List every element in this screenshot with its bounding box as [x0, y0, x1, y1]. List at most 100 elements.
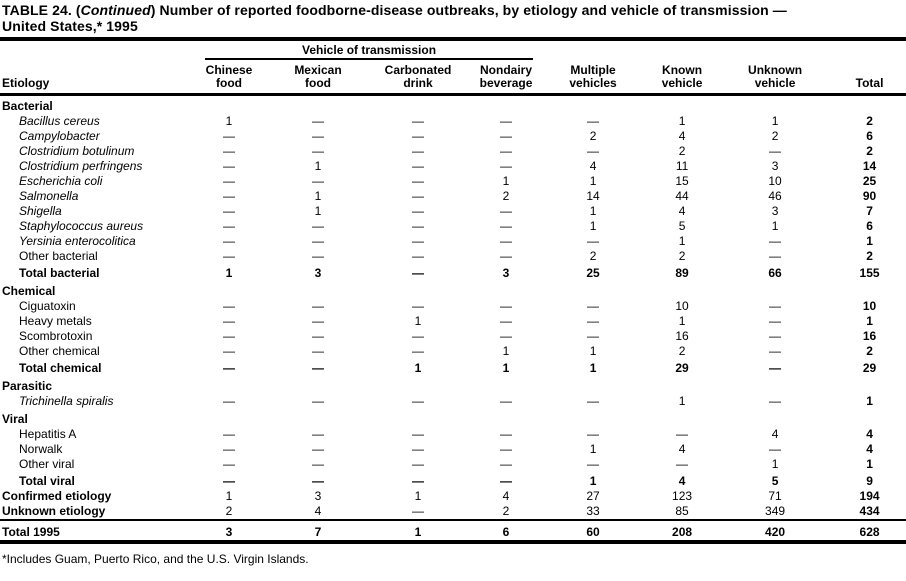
value-cell: —: [223, 129, 235, 143]
row-label: Staphylococcus aureus: [19, 219, 144, 233]
value-cell: —: [412, 504, 424, 518]
value-cell: [539, 409, 647, 427]
value-cell: 2: [502, 189, 510, 203]
value-cell: —: [587, 314, 600, 328]
value-cell: —: [587, 144, 600, 158]
value-cell: —: [312, 144, 324, 158]
table-row: Salmonella — 1 — 2 14 44 46 90: [0, 189, 906, 204]
table-row: Total 1995 3 7 1 6 60 208 420 628: [0, 519, 906, 540]
value-cell: —: [223, 442, 235, 456]
value-cell: [717, 281, 833, 299]
table-row: Unknown etiology 2 4 — 2 33 85 349 434: [0, 504, 906, 520]
table-row: Campylobacter — — — — 2 4 2 6: [0, 129, 906, 144]
value-cell: 1: [589, 474, 597, 488]
section-row: Bacterial: [0, 95, 906, 115]
value-cell: —: [223, 329, 235, 343]
value-cell: [473, 409, 539, 427]
table-row: Clostridium botulinum — — — — — 2 — 2: [0, 144, 906, 159]
total-cell: 7: [866, 204, 873, 218]
value-cell: —: [223, 189, 235, 203]
value-cell: —: [412, 144, 424, 158]
value-cell: —: [223, 234, 235, 248]
value-cell: [185, 95, 273, 115]
row-label: Unknown etiology: [2, 504, 106, 518]
row-label: Other bacterial: [19, 249, 98, 263]
value-cell: 2: [678, 249, 686, 263]
value-cell: 60: [539, 519, 648, 540]
row-label: Campylobacter: [19, 129, 100, 143]
value-cell: 3: [314, 489, 322, 503]
value-cell: —: [500, 394, 513, 408]
value-cell: —: [500, 234, 513, 248]
value-cell: [717, 95, 833, 115]
row-label: Scombrotoxin: [19, 329, 93, 343]
value-cell: —: [312, 299, 324, 313]
table-row: Clostridium perfringens — 1 — — 4 11 3 14: [0, 159, 906, 174]
value-cell: —: [500, 457, 513, 471]
value-cell: [647, 95, 717, 115]
spanner-label: Vehicle of transmission: [302, 43, 437, 57]
table-row: Trichinella spiralis — — — — — 1 — 1: [0, 394, 906, 409]
value-cell: —: [412, 427, 424, 441]
value-cell: 1: [225, 114, 233, 128]
table-row: Shigella — 1 — — 1 4 3 7: [0, 204, 906, 219]
total-cell: 1: [866, 457, 873, 471]
value-cell: [363, 281, 473, 299]
value-cell: 7: [273, 519, 363, 540]
value-cell: 33: [586, 504, 600, 518]
row-label: Viral: [2, 412, 28, 426]
value-cell: —: [223, 144, 235, 158]
value-cell: —: [223, 174, 235, 188]
value-cell: 1: [502, 344, 510, 358]
total-cell: 14: [862, 159, 877, 173]
value-cell: 1: [678, 394, 686, 408]
value-cell: —: [312, 234, 324, 248]
value-cell: [185, 409, 273, 427]
value-cell: 3: [771, 159, 779, 173]
value-cell: —: [769, 344, 782, 358]
total-cell: 628: [833, 519, 906, 540]
value-cell: 1: [314, 189, 322, 203]
row-label: Total chemical: [19, 361, 102, 375]
value-cell: 29: [675, 361, 689, 375]
value-cell: —: [769, 394, 782, 408]
value-cell: 66: [768, 266, 782, 280]
row-label: Bacillus cereus: [19, 114, 100, 128]
total-cell: 2: [866, 249, 873, 263]
value-cell: —: [500, 427, 513, 441]
table-row: Staphylococcus aureus — — — — 1 5 1 6: [0, 219, 906, 234]
value-cell: —: [412, 457, 424, 471]
value-cell: —: [312, 249, 324, 263]
value-cell: [473, 281, 539, 299]
value-cell: —: [500, 219, 513, 233]
value-cell: 15: [675, 174, 689, 188]
value-cell: [363, 95, 473, 115]
value-cell: —: [412, 394, 424, 408]
value-cell: —: [412, 344, 424, 358]
value-cell: [273, 376, 363, 394]
row-label: Yersinia enterocolitica: [19, 234, 136, 248]
value-cell: 1: [225, 489, 233, 503]
row-label: Confirmed etiology: [2, 489, 112, 503]
value-cell: —: [223, 457, 235, 471]
value-cell: [473, 95, 539, 115]
table-row: Confirmed etiology 1 3 1 4 27 123 71 194: [0, 489, 906, 504]
value-cell: 4: [502, 489, 510, 503]
value-cell: —: [676, 427, 689, 441]
value-cell: 2: [225, 504, 233, 518]
column-header-total: Total: [833, 60, 906, 96]
value-cell: [539, 281, 647, 299]
value-cell: 2: [589, 129, 597, 143]
value-cell: —: [412, 234, 424, 248]
value-cell: —: [223, 427, 235, 441]
table-row: Ciguatoxin — — — — — 10 — 10: [0, 299, 906, 314]
value-cell: —: [500, 249, 513, 263]
value-cell: —: [412, 442, 424, 456]
value-cell: —: [769, 442, 782, 456]
row-label: Other chemical: [19, 344, 100, 358]
value-cell: —: [223, 314, 235, 328]
total-cell: 434: [859, 504, 880, 518]
table-row: Total bacterial 1 3 — 3 25 89 66 155: [0, 264, 906, 281]
table-row: Bacillus cereus 1 — — — — 1 1 2: [0, 114, 906, 129]
